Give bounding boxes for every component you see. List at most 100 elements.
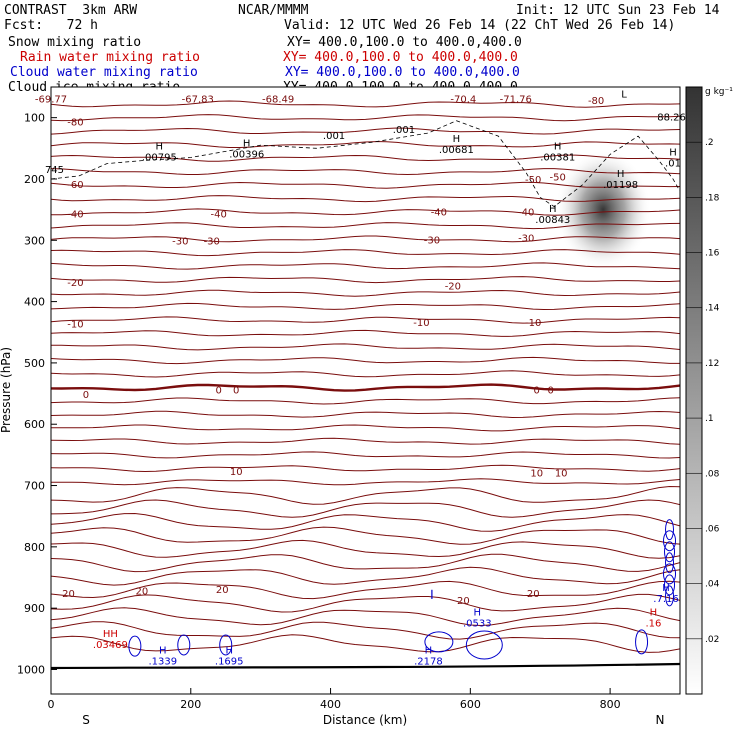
- isotherm-label: -40: [431, 208, 447, 219]
- y-tick-label: 300: [24, 234, 45, 247]
- extremum-value: .03469: [93, 640, 128, 651]
- extremum-value: .01198: [603, 180, 638, 191]
- valid-time: Valid: 12 UTC Wed 26 Feb 14 (22 ChT Wed …: [284, 18, 676, 33]
- extremum-value: .2178: [414, 656, 443, 667]
- isotherm-line: [51, 437, 680, 445]
- cloud-water-contour: [635, 629, 649, 655]
- isotherm-label: -10: [67, 319, 83, 330]
- cloud-water-contours: [128, 519, 677, 660]
- isotherm-line: [51, 235, 680, 243]
- isotherm-line: [51, 370, 680, 378]
- x-axis-label: Distance (km): [323, 713, 407, 727]
- extremum-marker: HH: [103, 629, 118, 640]
- colorbar-tick-label: .08: [705, 469, 720, 479]
- extremum-value: .00396: [229, 149, 264, 160]
- colorbar-tick-label: .12: [705, 359, 719, 369]
- isotherm-line: [51, 464, 680, 473]
- isotherm-line: [51, 262, 680, 270]
- isotherm-label: 20: [135, 587, 148, 598]
- isotherm-label: -50: [550, 173, 566, 184]
- isotherm-line: [51, 621, 680, 640]
- colorbar-unit: g kg⁻¹: [705, 87, 733, 97]
- cloud-water-contour: [663, 563, 677, 585]
- extremum-marker: H: [554, 141, 562, 152]
- isotherm-label: -50: [525, 175, 541, 186]
- extremum-value: .00843: [535, 215, 570, 226]
- contour-value-label: .001: [393, 125, 415, 136]
- isotherm-label: 0: [216, 386, 222, 397]
- isotherm-label: 0: [83, 390, 89, 401]
- isotherm-line: [51, 451, 680, 459]
- cloud-water-contour: [128, 635, 142, 657]
- x-tick-label: 400: [320, 698, 341, 711]
- cloud-ice-contours: [51, 120, 680, 208]
- extremum-marker: H: [662, 583, 670, 594]
- y-tick-label: 600: [24, 418, 45, 431]
- y-axis: 100 200 300 400 500 600 700 800 900 1000: [17, 112, 57, 676]
- temperature-contours: [51, 100, 680, 653]
- isotherm-line: [51, 181, 680, 189]
- organization-label: NCAR/MMMM: [238, 3, 309, 18]
- isotherm-label: 0: [534, 386, 540, 397]
- isotherm-label: -80: [588, 96, 604, 107]
- isotherm-line: [51, 397, 680, 405]
- extremum-marker: H: [243, 138, 251, 149]
- contour-value-label: 88.26: [657, 113, 686, 124]
- extremum-value: .00381: [540, 152, 575, 163]
- surface-line: [51, 662, 680, 670]
- isotherm-label: -10: [413, 318, 429, 329]
- isotherm-label: -20: [445, 281, 461, 292]
- snow-mixing-ratio-maximum: [555, 149, 652, 270]
- isotherm-line: [51, 539, 680, 559]
- field-label-cloud-water: Cloud water mixing ratio: [10, 65, 198, 80]
- extremum-marker: H: [474, 607, 482, 618]
- isotherm-label: -10: [525, 318, 541, 329]
- isotherm-label: -30: [172, 237, 188, 248]
- contour-value-label: .001: [323, 131, 345, 142]
- forecast-hour: Fcst: 72 h: [4, 18, 98, 33]
- cloud-water-contour: [665, 519, 675, 541]
- isotherm-label: -71.76: [500, 94, 532, 105]
- isotherm-line: [51, 512, 680, 532]
- isotherm-line: [51, 634, 680, 653]
- isotherm-line: [51, 410, 680, 419]
- isotherm-line: [51, 356, 680, 365]
- extremum-value: .00795: [142, 152, 177, 163]
- isotherm-line: [51, 222, 680, 230]
- colorbar: [685, 86, 703, 695]
- y-tick-label: 100: [24, 112, 45, 125]
- isotherm-line: [51, 276, 680, 284]
- cloud-water-contour: [663, 530, 677, 552]
- isotherm-line: [51, 478, 680, 486]
- colorbar-ticks: .2 .18 .16 .14 .12 .1 .08 .06 .04 .02: [686, 138, 720, 645]
- y-axis-label: Pressure (hPa): [0, 347, 13, 433]
- isotherm-line: [51, 580, 680, 600]
- y-tick-label: 400: [24, 296, 45, 309]
- isotherm-line: [51, 343, 680, 351]
- isotherm-line: [51, 499, 680, 518]
- north-end-label: N: [656, 713, 665, 727]
- isotherm-line: [51, 141, 680, 148]
- field-label-rain: Rain water mixing ratio: [20, 50, 201, 65]
- isotherm-label: 20: [62, 589, 75, 600]
- isotherm-line: [51, 383, 680, 392]
- colorbar-tick-label: .1: [705, 414, 714, 424]
- isotherm-line: [51, 424, 680, 432]
- isotherm-label: -80: [67, 118, 83, 129]
- extremum-value: .16: [645, 618, 661, 629]
- y-tick-label: 1000: [17, 663, 45, 676]
- isotherm-line: [51, 114, 680, 122]
- init-time: Init: 12 UTC Sun 23 Feb 14: [516, 3, 720, 18]
- isotherm-line: [51, 127, 680, 135]
- isotherm-label: -67.83: [182, 94, 214, 105]
- extremum-marker: H: [159, 645, 167, 656]
- cloud-water-contour: [177, 634, 191, 656]
- colorbar-tick-label: .06: [705, 524, 720, 534]
- extremum-marker: L: [621, 89, 627, 100]
- extremum-marker: H: [425, 645, 433, 656]
- extremum-marker: H: [669, 148, 677, 159]
- colorbar-tick-label: .2: [705, 138, 714, 148]
- extremum-value: .7.16: [653, 594, 678, 605]
